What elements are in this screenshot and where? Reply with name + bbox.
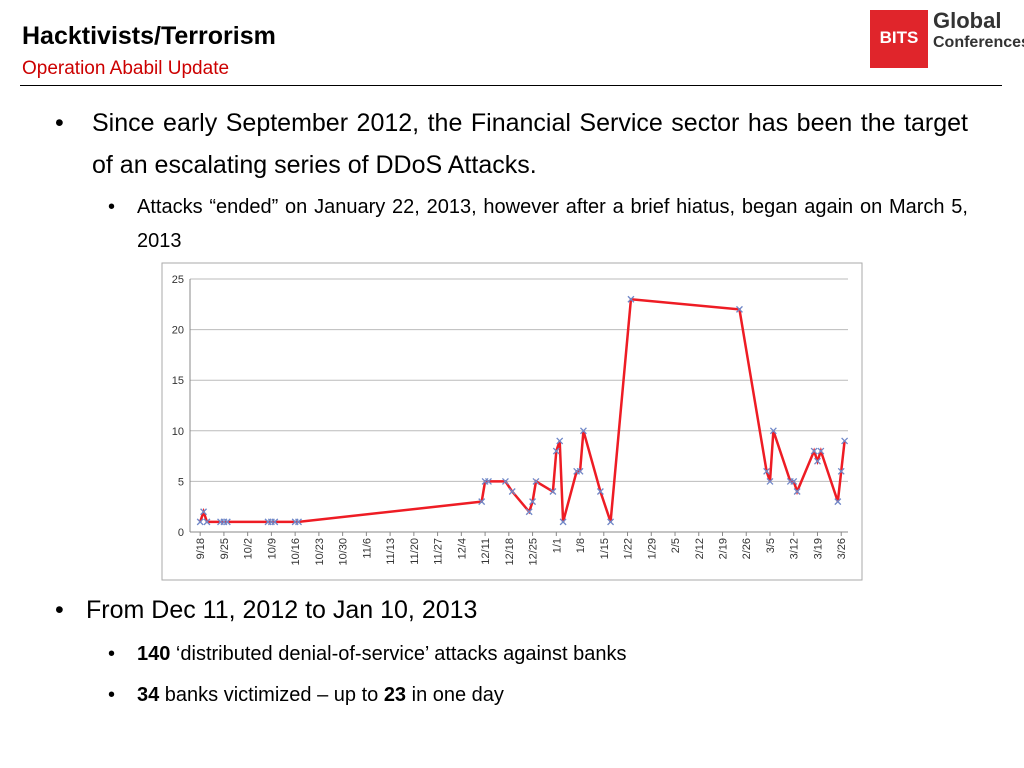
x-tick-label: 10/23 [314, 538, 326, 566]
bullet: • [55, 109, 64, 137]
x-tick-label: 10/16 [290, 538, 302, 566]
bullet: • [108, 196, 116, 218]
sub-bullet-text: 140 ‘distributed denial-of-service’ atta… [137, 643, 627, 666]
logo-text: BITS [879, 28, 919, 47]
x-tick-label: 2/19 [718, 538, 730, 559]
x-tick-label: 12/4 [456, 538, 468, 559]
x-tick-label: 2/5 [670, 538, 682, 553]
data-marker [559, 518, 567, 526]
x-tick-label: 10/2 [243, 538, 255, 559]
logo-line2: Conferences [933, 34, 1024, 51]
data-marker [841, 437, 849, 445]
text-run: banks victimized – up to [159, 684, 384, 706]
x-tick-label: 10/9 [266, 538, 278, 559]
x-tick-label: 11/20 [409, 538, 421, 565]
y-tick-label: 5 [178, 476, 184, 488]
x-tick-label: 9/25 [219, 538, 231, 559]
x-tick-label: 2/26 [741, 538, 753, 559]
data-marker [736, 305, 743, 313]
data-marker [549, 488, 557, 495]
bullet-text: Since early September 2012, the Financia… [92, 109, 968, 179]
data-marker [295, 518, 302, 526]
x-tick-label: 1/22 [623, 538, 635, 559]
data-marker [196, 518, 204, 526]
data-marker [627, 295, 635, 303]
divider [20, 85, 1002, 86]
bold-figure: 23 [383, 684, 407, 706]
x-tick-label: 3/19 [812, 538, 824, 559]
data-marker [576, 467, 584, 475]
logo-line1: Global [933, 8, 1002, 33]
sub-bullet-text: 34 banks victimized – up to 23 in one da… [137, 684, 504, 707]
data-marker [596, 488, 604, 495]
slide-subtitle: Operation Ababil Update [22, 58, 230, 79]
bullet: • [108, 643, 116, 665]
y-tick-label: 10 [172, 426, 184, 438]
x-tick-label: 11/27 [433, 538, 445, 565]
data-marker [579, 427, 587, 435]
logo-mark: BITS [870, 10, 928, 68]
x-tick-label: 1/8 [575, 538, 587, 553]
data-marker [814, 457, 821, 465]
data-marker [485, 477, 492, 485]
x-tick-label: 3/26 [836, 538, 848, 559]
x-tick-label: 2/12 [694, 538, 706, 559]
data-marker [793, 488, 801, 495]
data-marker [478, 498, 486, 506]
data-marker [532, 477, 540, 485]
data-marker [501, 477, 509, 485]
y-tick-label: 20 [172, 325, 184, 337]
data-marker [769, 427, 777, 435]
data-marker [223, 518, 231, 526]
data-marker [200, 508, 208, 516]
bullet: • [55, 596, 64, 624]
data-marker [766, 477, 774, 485]
data-marker [607, 518, 615, 526]
x-tick-label: 9/18 [195, 538, 207, 559]
bold-figure: 140 [137, 643, 171, 665]
data-marker [817, 447, 825, 455]
bold-figure: 34 [137, 684, 160, 706]
data-marker [763, 467, 771, 475]
data-marker [556, 437, 564, 445]
x-tick-label: 1/29 [646, 538, 658, 559]
text-run: ‘distributed denial-of-service’ attacks … [170, 643, 627, 665]
x-tick-label: 3/5 [765, 538, 777, 553]
data-marker [790, 477, 798, 485]
x-tick-label: 1/1 [551, 538, 563, 553]
x-tick-label: 11/6 [361, 538, 373, 559]
chart-frame [161, 262, 863, 581]
y-tick-label: 0 [178, 527, 184, 539]
bullet-text: From Dec 11, 2012 to Jan 10, 2013 [86, 596, 478, 624]
data-marker [508, 488, 516, 495]
y-tick-label: 15 [172, 375, 184, 387]
text-run: in one day [406, 684, 504, 706]
x-tick-label: 3/12 [789, 538, 801, 559]
x-tick-label: 1/15 [599, 538, 611, 559]
data-marker [834, 498, 842, 506]
x-tick-label: 11/13 [385, 538, 397, 565]
x-tick-label: 12/18 [504, 538, 516, 566]
data-marker [837, 467, 845, 475]
bullet: • [108, 684, 116, 706]
slide-title: Hacktivists/Terrorism [22, 22, 276, 50]
data-marker [203, 518, 211, 526]
data-marker [529, 498, 537, 506]
data-marker [271, 518, 279, 526]
x-tick-label: 12/11 [480, 538, 492, 565]
sub-bullet-text: Attacks “ended” on January 22, 2013, how… [137, 196, 968, 252]
x-tick-label: 10/30 [338, 538, 350, 566]
data-marker [810, 447, 818, 455]
y-tick-label: 25 [172, 274, 184, 286]
data-marker [525, 508, 533, 516]
x-tick-label: 12/25 [528, 538, 540, 566]
data-marker [552, 447, 560, 455]
